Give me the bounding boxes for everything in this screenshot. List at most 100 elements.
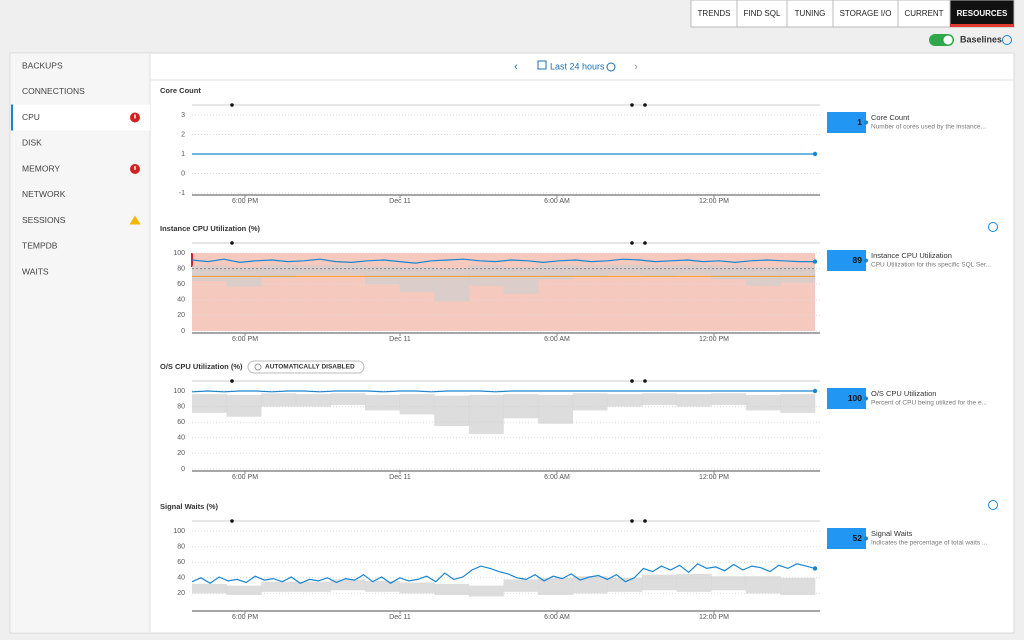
y-tick-label: 40 [177,575,185,582]
baseline-band [469,586,504,597]
y-tick-label: 80 [177,543,185,550]
event-dot [630,379,634,383]
sidebar-item[interactable]: CPU [22,112,40,122]
x-tick-label: 6:00 PM [232,614,258,621]
baseline-band [261,393,296,406]
baseline-band [330,579,365,590]
baseline-band [746,576,781,593]
baseline-band [677,394,712,406]
x-tick-label: Dec 11 [389,198,411,205]
event-dot [643,519,647,523]
chart-title: Core Count [160,86,201,95]
event-dot [230,241,234,245]
sidebar-item[interactable]: TEMPDB [22,241,58,251]
y-tick-label: -1 [179,190,185,197]
sidebar-item[interactable]: DISK [22,138,42,148]
value-box-dot [864,121,868,125]
metric-name: Core Count [871,113,910,122]
value-box-dot [864,259,868,263]
y-tick-label: 40 [177,435,185,442]
last-point [813,152,817,156]
baseline-band [538,265,573,280]
baseline-band [677,574,712,592]
baseline-band [400,394,435,414]
baseline-band [711,393,746,405]
sidebar-item[interactable]: CONNECTIONS [22,86,85,96]
last-point [813,259,817,263]
baseline-band [434,269,469,302]
sidebar-item[interactable]: NETWORK [22,189,66,199]
current-value: 1 [857,117,862,127]
current-value: 52 [853,533,863,543]
tab-underline [950,24,1014,27]
tab-label[interactable]: TUNING [795,9,826,18]
baseline-band [365,266,400,284]
chart-title: O/S CPU Utilization (%) [160,362,243,371]
toggle-knob [944,36,953,45]
event-dot [230,379,234,383]
y-tick-label: 3 [181,112,185,119]
y-tick-label: 80 [177,265,185,272]
baseline-band [227,586,262,595]
baseline-band [642,393,677,405]
x-tick-label: 12:00 PM [699,336,729,343]
x-tick-label: 6:00 AM [544,336,570,343]
x-tick-label: 12:00 PM [699,474,729,481]
baseline-band [711,576,746,590]
current-value: 89 [853,255,863,265]
y-tick-label: 20 [177,590,185,597]
event-dot [630,241,634,245]
baseline-band [573,393,608,410]
y-tick-label: 1 [181,151,185,158]
x-tick-label: 12:00 PM [699,198,729,205]
baseline-band [261,582,296,592]
tab-label[interactable]: STORAGE I/O [840,9,892,18]
baseline-band [780,394,815,413]
metric-name: Signal Waits [871,529,913,538]
baseline-band [538,395,573,424]
baseline-band [607,265,642,275]
event-dot [643,379,647,383]
prev-button[interactable]: ‹ [514,61,518,73]
baseline-band [192,265,227,281]
x-tick-label: 6:00 PM [232,336,258,343]
time-range[interactable]: Last 24 hours [550,61,605,71]
x-tick-label: 6:00 AM [544,198,570,205]
baseline-band [642,265,677,276]
y-tick-label: 80 [177,403,185,410]
baseline-band [573,265,608,276]
sidebar-item[interactable]: MEMORY [22,163,60,173]
x-tick-label: 6:00 PM [232,474,258,481]
sidebar-item[interactable]: BACKUPS [22,60,63,70]
event-dot [630,103,634,107]
sidebar-item[interactable]: WAITS [22,266,49,276]
tab-label[interactable]: TRENDS [698,9,731,18]
error-icon-mark [134,166,135,170]
tab-label[interactable]: FIND SQL [744,9,781,18]
baseline-band [434,396,469,426]
baseline-band [296,265,331,274]
metric-description: CPU Utilization for this specific SQL Se… [871,262,991,269]
baseline-band [746,395,781,411]
value-box-dot [864,397,868,401]
baseline-band [400,582,435,593]
last-point [813,566,817,570]
baseline-band [607,578,642,592]
event-dot [630,519,634,523]
metric-description: Percent of CPU being utilized for the e.… [871,400,987,407]
next-button[interactable]: › [634,61,638,73]
current-value: 100 [848,393,862,403]
event-dot [230,519,234,523]
x-tick-label: 6:00 AM [544,474,570,481]
tab-label[interactable]: RESOURCES [957,9,1008,18]
baseline-band [642,575,677,591]
sidebar-item[interactable]: SESSIONS [22,215,66,225]
baseline-band [400,267,435,292]
tab-label[interactable]: CURRENT [904,9,943,18]
baseline-band [469,265,504,285]
metric-description: Indicates the percentage of total waits … [871,540,988,547]
last-point [813,389,817,393]
baseline-band [504,267,539,294]
